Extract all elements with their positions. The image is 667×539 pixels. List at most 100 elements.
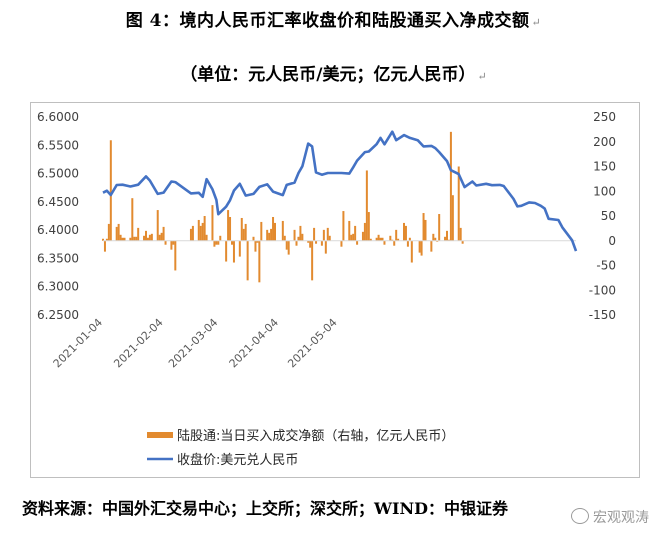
- bar: [201, 222, 204, 241]
- legend-label-line: 收盘价:美元兑人民币: [177, 452, 298, 468]
- bar: [424, 219, 427, 241]
- bar: [311, 240, 314, 281]
- right-axis-tick-label: 200: [593, 135, 616, 149]
- bar: [281, 220, 284, 241]
- bar: [103, 240, 106, 252]
- bar: [135, 236, 138, 241]
- bar: [377, 234, 380, 241]
- bar: [156, 210, 159, 241]
- left-axis-tick-label: 6.3000: [37, 280, 79, 294]
- bar: [328, 235, 331, 241]
- left-axis-tick-label: 6.3500: [37, 251, 79, 265]
- right-axis-tick-label: -100: [589, 283, 616, 297]
- legend-swatch-bars: [147, 432, 173, 438]
- x-axis-tick-label: 2021-04-04: [227, 316, 281, 370]
- bar: [170, 240, 173, 250]
- bar: [461, 240, 464, 244]
- bar: [246, 240, 249, 281]
- bar: [395, 229, 398, 241]
- bar: [324, 240, 327, 254]
- bar: [225, 240, 228, 262]
- bar: [174, 240, 177, 271]
- bar: [191, 225, 194, 241]
- bar: [115, 226, 118, 241]
- bar: [215, 240, 218, 245]
- left-axis-tick-label: 6.4500: [37, 195, 79, 209]
- bar: [434, 237, 437, 241]
- bar: [102, 238, 104, 241]
- bar: [227, 210, 230, 241]
- source-note: 资料来源：中国外汇交易中心；上交所；深交所；WIND：中银证券: [22, 499, 508, 518]
- bar: [270, 228, 273, 241]
- bar: [160, 232, 163, 241]
- bar: [197, 219, 200, 241]
- bar: [449, 131, 452, 241]
- paragraph-mark-icon: ↵: [531, 16, 542, 29]
- bar: [119, 234, 122, 241]
- bar: [129, 237, 132, 241]
- bar: [256, 240, 259, 243]
- bar: [363, 222, 366, 241]
- bar: [109, 140, 112, 241]
- right-axis-tick-label: 100: [593, 184, 616, 198]
- bar: [211, 205, 214, 241]
- bar: [354, 225, 357, 241]
- bar: [213, 240, 216, 247]
- bar: [287, 240, 290, 255]
- bar: [258, 240, 261, 283]
- bar: [379, 237, 382, 241]
- bar: [340, 240, 343, 247]
- bar: [438, 214, 441, 241]
- right-axis-tick-label: -50: [596, 259, 616, 273]
- bar: [422, 213, 425, 241]
- right-axis-tick-label: 150: [593, 160, 616, 174]
- bar: [309, 240, 312, 248]
- bar: [432, 233, 435, 241]
- bar: [444, 236, 447, 241]
- bar: [150, 233, 153, 241]
- bar: [320, 240, 323, 246]
- chart-svg: 6.2500 6.3000 6.3500 6.4000 6.4500 6.5000 6.55…: [37, 110, 616, 468]
- bar: [451, 195, 454, 241]
- bar: [369, 238, 372, 241]
- bar: [117, 223, 120, 241]
- left-axis-tick-label: 6.4000: [37, 223, 79, 237]
- bar: [145, 230, 147, 241]
- bar: [313, 227, 316, 241]
- bar: [430, 240, 433, 252]
- bar: [229, 216, 232, 241]
- bar: [107, 223, 110, 241]
- x-axis-tick-label: 2021-01-04: [51, 316, 105, 370]
- bar: [189, 228, 192, 241]
- bar: [342, 211, 345, 241]
- bar: [232, 240, 235, 263]
- bar: [389, 235, 392, 241]
- bar: [203, 216, 206, 241]
- right-axis-tick-label: 50: [601, 209, 616, 223]
- bar: [383, 240, 386, 245]
- bar: [418, 240, 421, 253]
- chart-title: 图 4：境内人民币汇率收盘价和陆股通买入净成交额 ↵: [125, 11, 542, 31]
- wechat-icon: [571, 508, 589, 524]
- bar: [121, 237, 124, 241]
- bar: [356, 240, 359, 245]
- bar: [410, 240, 413, 263]
- bar: [393, 240, 396, 246]
- bar: [164, 240, 167, 245]
- bar: [361, 231, 364, 241]
- bar: [348, 220, 351, 241]
- bar: [307, 240, 310, 243]
- bar: [137, 227, 140, 241]
- left-axis-tick-label: 6.5000: [37, 167, 79, 181]
- bar: [266, 229, 269, 241]
- bar: [123, 237, 126, 241]
- bar: [272, 216, 275, 241]
- bar: [146, 237, 149, 241]
- usd-cny-line: [102, 130, 578, 252]
- bar: [322, 229, 325, 241]
- bar: [446, 230, 448, 241]
- bar: [381, 237, 384, 241]
- x-axis-tick-label: 2021-03-04: [166, 316, 220, 370]
- watermark: 宏观观涛: [571, 507, 649, 527]
- bar: [260, 221, 263, 241]
